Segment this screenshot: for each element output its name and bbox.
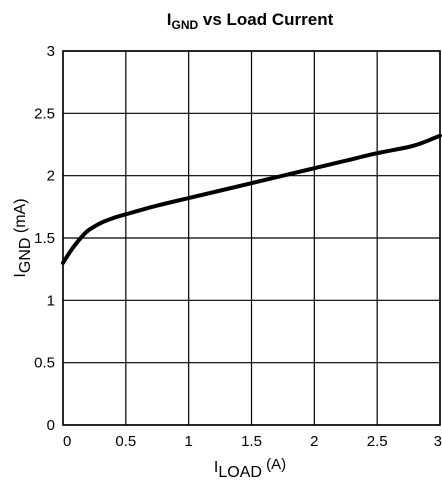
y-tick-label: 0 bbox=[47, 417, 55, 434]
x-tick-label: 0.5 bbox=[115, 433, 136, 450]
x-tick-label: 2.5 bbox=[367, 433, 388, 450]
y-tick-label: 3 bbox=[47, 43, 55, 60]
x-tick-label: 2 bbox=[310, 433, 318, 450]
y-tick-label: 1 bbox=[47, 292, 55, 309]
x-tick-labels: 0 0.5 1 1.5 2 2.5 3 bbox=[63, 433, 442, 450]
x-tick-label: 3 bbox=[434, 433, 442, 450]
y-axis-label: IGND (mA) bbox=[12, 198, 34, 277]
y-tick-labels: 0 0.5 1 1.5 2 2.5 3 bbox=[34, 43, 55, 434]
x-tick-label: 1 bbox=[184, 433, 192, 450]
chart-title: IGND vs Load Current bbox=[167, 10, 334, 32]
x-tick-label: 1.5 bbox=[241, 433, 262, 450]
plot-frame bbox=[62, 50, 441, 426]
y-tick-label: 2.5 bbox=[34, 105, 55, 122]
grid bbox=[62, 50, 441, 426]
series-line bbox=[61, 133, 442, 265]
y-tick-label: 2 bbox=[47, 168, 55, 185]
x-tick-label: 0 bbox=[63, 433, 71, 450]
y-tick-label: 1.5 bbox=[34, 230, 55, 247]
y-tick-label: 0.5 bbox=[34, 355, 55, 372]
x-axis-label: ILOAD (A) bbox=[214, 456, 286, 480]
